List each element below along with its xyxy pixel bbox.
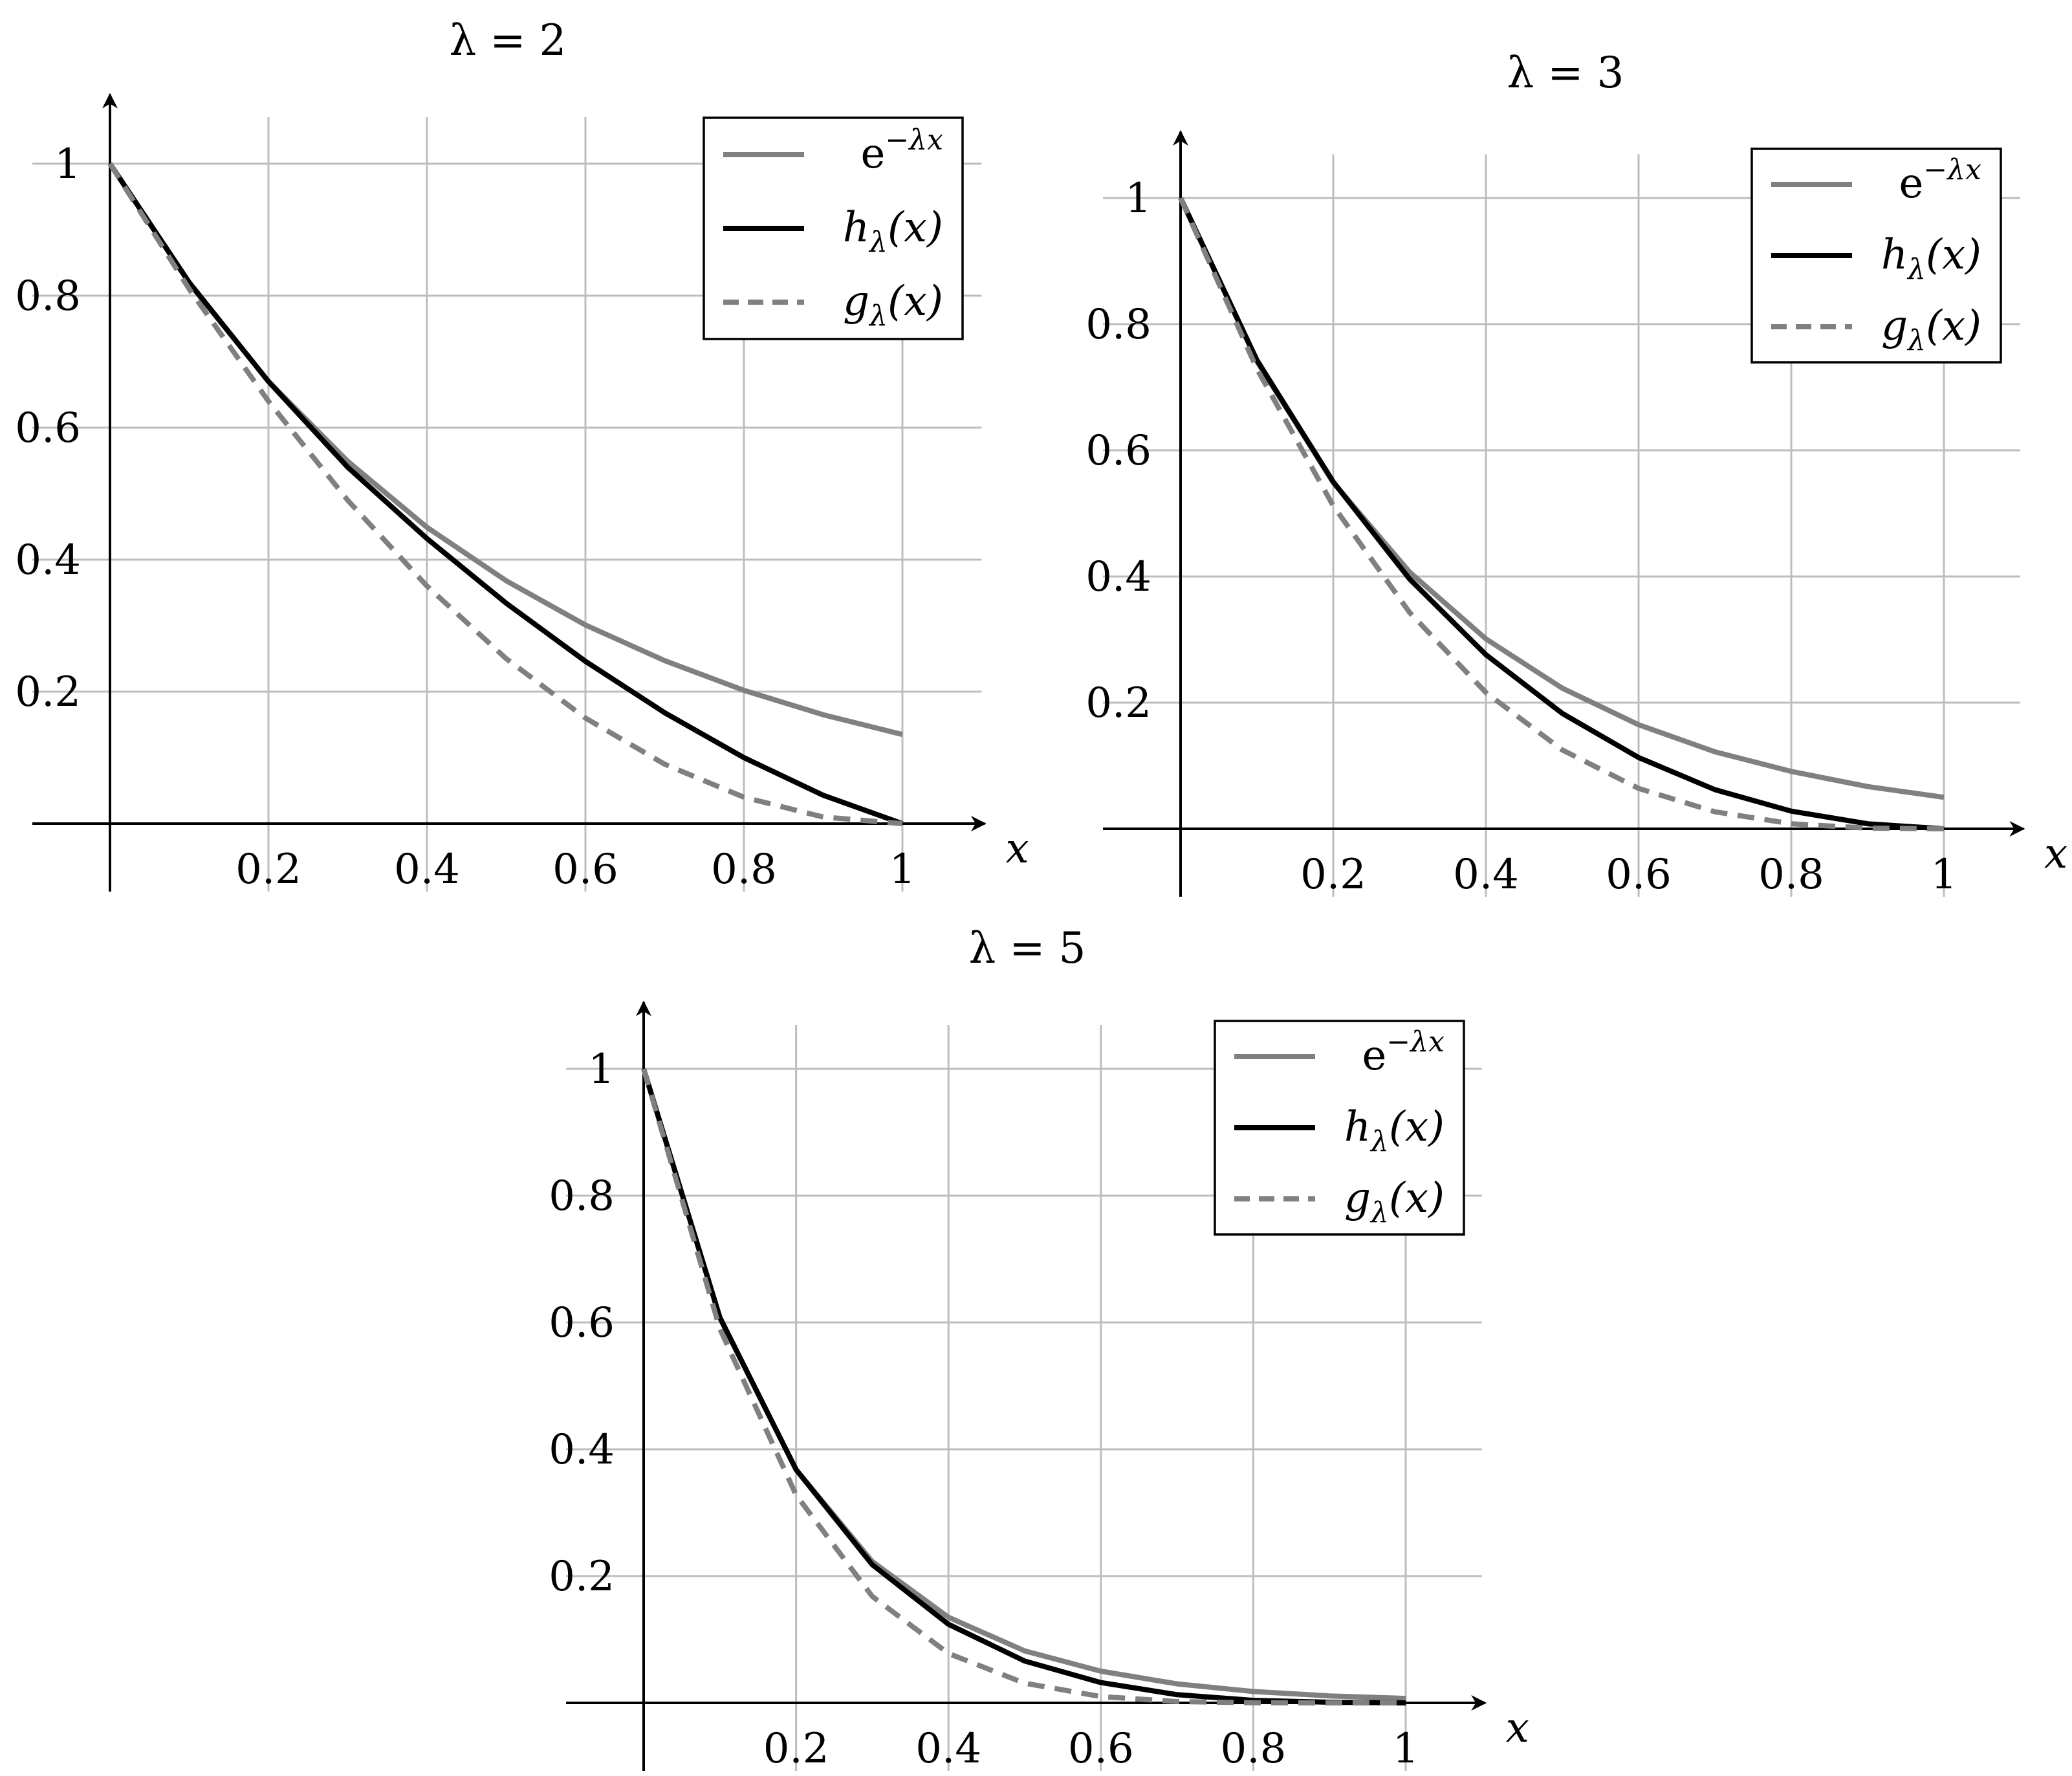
x-axis-label: x (1005, 825, 1029, 873)
x-tick-label: 1 (889, 846, 916, 893)
y-tick-label: 0.4 (15, 536, 81, 584)
series-line-h-lambda (1178, 197, 1945, 831)
x-tick-label: 0.4 (1453, 851, 1519, 899)
x-tick-label: 0.4 (394, 846, 460, 893)
legend-label-superscript: −λx (1923, 153, 1981, 186)
x-tick-label: 0.6 (1068, 1725, 1134, 1773)
y-tick-label: 0.4 (549, 1426, 615, 1474)
x-tick-label: 1 (1931, 851, 1957, 899)
series-lines (107, 162, 904, 826)
y-tick-label: 0.6 (549, 1299, 615, 1347)
y-tick-label: 1 (588, 1046, 615, 1093)
x-tick-label: 0.8 (1758, 851, 1824, 899)
x-tick-label: 0.2 (235, 846, 301, 893)
y-tick-label: 0.6 (1085, 427, 1151, 475)
x-tick-label: 0.2 (763, 1725, 829, 1773)
legend-label-superscript: −λx (885, 124, 943, 157)
y-tick-label: 1 (1125, 175, 1151, 223)
legend-label: gλ(x) (1881, 302, 1981, 357)
x-tick-label: 1 (1393, 1725, 1419, 1773)
x-tick-label: 0.6 (552, 846, 618, 893)
x-axis-label: x (2044, 830, 2067, 878)
legend-label: hλ(x) (1881, 231, 1981, 286)
x-tick-label: 0.2 (1300, 851, 1366, 899)
legend-label-base: h (843, 204, 869, 252)
legend-label: hλ(x) (1344, 1103, 1445, 1158)
legend-label: gλ(x) (1344, 1174, 1445, 1229)
y-tick-label: 0.2 (15, 668, 81, 716)
legend-label-base: h (1344, 1103, 1371, 1151)
y-tick-label: 0.8 (549, 1172, 615, 1220)
y-tick-label: 0.2 (1085, 679, 1151, 727)
legend-label-subscript: λ (1906, 253, 1926, 286)
legend-label-base: e (861, 130, 886, 178)
legend-label-base: e (1899, 160, 1924, 208)
legend-label-base: h (1881, 231, 1908, 279)
legend-label-base: e (1362, 1032, 1387, 1080)
legend-label-base: g (1881, 302, 1908, 350)
x-axis-label: x (1506, 1704, 1529, 1752)
legend-label-base: g (843, 278, 869, 325)
y-tick-label: 0.6 (15, 404, 81, 452)
x-tick-label: 0.6 (1606, 851, 1672, 899)
legend-label-superscript: −λx (1386, 1025, 1445, 1058)
series-line-g-lambda (107, 162, 903, 826)
series-line-g-lambda (641, 1068, 1406, 1705)
legend-label-argument: (x) (1389, 1174, 1445, 1222)
chart-title: λ = 5 (968, 923, 1085, 973)
series-line-g-lambda (1178, 197, 1945, 831)
legend-label-subscript: λ (1369, 1196, 1389, 1229)
x-tick-label: 0.8 (711, 846, 777, 893)
legend-label-subscript: λ (868, 300, 888, 333)
series-lines (1178, 197, 1945, 831)
legend-label: gλ(x) (843, 278, 943, 333)
x-tick-label: 0.4 (915, 1725, 981, 1773)
legend-label: e−λx (861, 124, 944, 178)
legend-label: e−λx (1899, 153, 1982, 208)
legend-label: hλ(x) (843, 204, 943, 259)
y-tick-label: 1 (54, 140, 81, 188)
y-tick-label: 0.2 (549, 1553, 615, 1601)
chart-title: λ = 3 (1507, 48, 1624, 98)
legend-label: e−λx (1362, 1025, 1445, 1080)
y-tick-label: 0.8 (1085, 301, 1151, 349)
series-lines (641, 1068, 1406, 1705)
series-line-h-lambda (107, 162, 904, 826)
legend-label-argument: (x) (1926, 302, 1981, 350)
legend-label-base: g (1344, 1174, 1371, 1222)
legend-label-argument: (x) (888, 278, 943, 325)
y-tick-label: 0.4 (1085, 553, 1151, 601)
x-tick-label: 0.8 (1221, 1725, 1287, 1773)
legend-label-subscript: λ (1369, 1125, 1389, 1158)
legend-label-argument: (x) (1926, 231, 1981, 279)
legend-label-subscript: λ (868, 226, 888, 259)
legend-label-argument: (x) (1389, 1103, 1445, 1151)
y-tick-label: 0.8 (15, 272, 81, 320)
legend-label-argument: (x) (888, 204, 943, 252)
chart-title: λ = 2 (449, 16, 566, 65)
legend-label-subscript: λ (1906, 324, 1926, 357)
